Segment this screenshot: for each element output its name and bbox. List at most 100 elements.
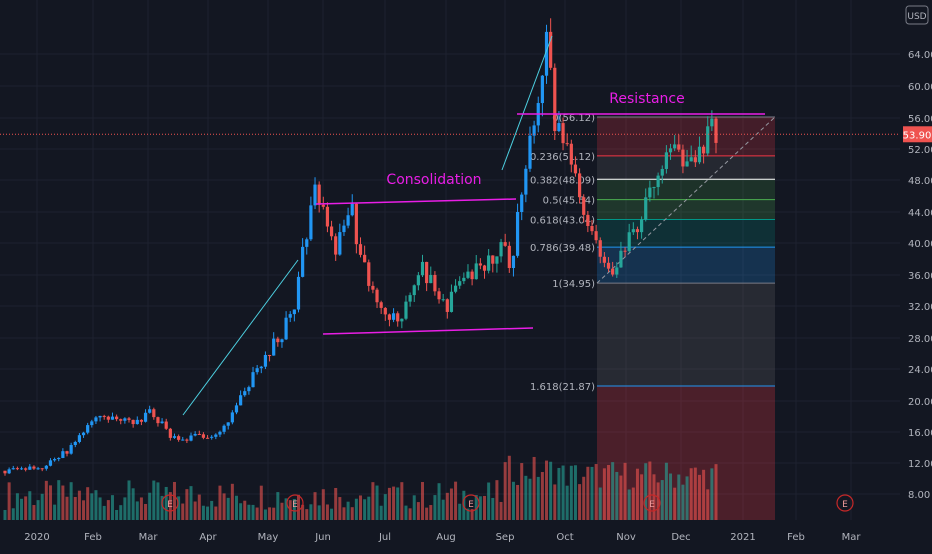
candle-body: [255, 368, 259, 373]
candle-body: [172, 436, 177, 438]
candle-body: [61, 451, 65, 458]
candle-body: [156, 417, 160, 424]
volume-bar: [263, 509, 267, 520]
x-tick-label: Sep: [496, 532, 515, 543]
candle-body: [408, 295, 412, 302]
candle-body: [400, 318, 404, 322]
candle-body: [69, 445, 73, 454]
earnings-marker-icon: [161, 494, 179, 512]
candle-body: [267, 354, 272, 356]
fib-level-label: 0.5(45.54): [543, 196, 595, 207]
volume-bar: [565, 485, 569, 520]
fib-zone: [597, 179, 775, 200]
candle-body: [379, 302, 383, 308]
fib-zone: [597, 117, 775, 156]
candle-body: [234, 405, 239, 413]
volume-bar: [110, 495, 114, 520]
last-price-label: 53.90: [903, 130, 932, 141]
candle-body: [689, 157, 693, 162]
volume-bar: [449, 488, 453, 520]
volume-bar: [206, 506, 210, 520]
volume-bar: [549, 461, 553, 520]
volume-bar: [172, 481, 176, 520]
x-tick-label: Mar: [842, 532, 862, 543]
candle-body: [251, 372, 255, 388]
volume-bar: [234, 495, 238, 520]
candle-body: [714, 118, 718, 143]
candle-body: [511, 255, 516, 269]
fib-zone: [597, 283, 775, 387]
volume-bar: [268, 507, 272, 520]
volume-bar: [573, 465, 577, 520]
x-tick-label: 2020: [24, 532, 49, 543]
volume-bar: [139, 497, 143, 520]
candle-body: [391, 313, 396, 320]
candle-body: [606, 262, 611, 269]
volume-bar: [656, 482, 660, 520]
volume-bar: [106, 500, 110, 520]
volume-bar: [334, 487, 338, 520]
volume-bar: [710, 468, 714, 520]
volume-bar: [503, 462, 507, 520]
candle-body: [458, 281, 462, 286]
candle-body: [218, 431, 222, 435]
volume-bar: [230, 483, 234, 520]
earnings-marker-icon: [286, 494, 304, 512]
candle-body: [710, 118, 714, 127]
candle-body: [284, 317, 288, 340]
volume-bar: [714, 464, 718, 520]
last-price-badge: [903, 126, 932, 143]
volume-bar: [416, 502, 420, 520]
volume-bar: [561, 465, 565, 520]
candle-body: [445, 299, 449, 312]
currency-box: [905, 5, 929, 25]
fib-zone: [597, 247, 775, 284]
candle-body: [660, 168, 664, 176]
candle-body: [177, 436, 181, 440]
volume-bar: [36, 500, 40, 520]
volume-bar: [11, 508, 15, 520]
candle-body: [189, 435, 193, 441]
volume-bar: [441, 499, 445, 520]
candle-body: [197, 433, 201, 435]
candle-body: [358, 244, 363, 255]
candle-body: [313, 184, 317, 206]
volume-bar: [611, 462, 615, 520]
candle-body: [375, 289, 379, 303]
consolidation-label: Consolidation: [386, 172, 481, 188]
volume-bar: [354, 498, 358, 520]
candle-body: [639, 219, 644, 233]
volume-bar: [569, 465, 573, 520]
volume-bar: [325, 504, 329, 520]
candle-body: [243, 391, 247, 396]
candle-body: [44, 465, 48, 469]
volume-bar: [135, 501, 139, 520]
candle-body: [135, 419, 139, 425]
volume-bar: [193, 501, 197, 520]
volume-bar: [292, 498, 296, 520]
candle-body: [528, 135, 532, 169]
candle-body: [288, 314, 292, 318]
volume-bar: [53, 504, 57, 520]
volume-bar: [408, 508, 412, 520]
volume-bar: [454, 481, 458, 520]
candle-body: [19, 468, 24, 470]
candle-body: [24, 468, 28, 470]
candle-body: [503, 242, 507, 246]
candle-body: [77, 435, 82, 442]
x-tick-label: Apr: [199, 532, 217, 543]
volume-bar: [272, 507, 276, 520]
candle-body: [383, 307, 387, 315]
y-tick-label: 64.00: [908, 50, 932, 61]
fib-zone: [597, 155, 775, 180]
candle-body: [309, 205, 313, 240]
volume-bar: [487, 482, 491, 520]
candle-body: [482, 265, 487, 271]
candle-body: [272, 338, 276, 356]
volume-bar: [495, 480, 499, 520]
consolidation-top: [315, 198, 517, 205]
volume-bar: [607, 464, 611, 520]
volume-bar: [127, 480, 131, 520]
volume-bar: [553, 484, 557, 520]
